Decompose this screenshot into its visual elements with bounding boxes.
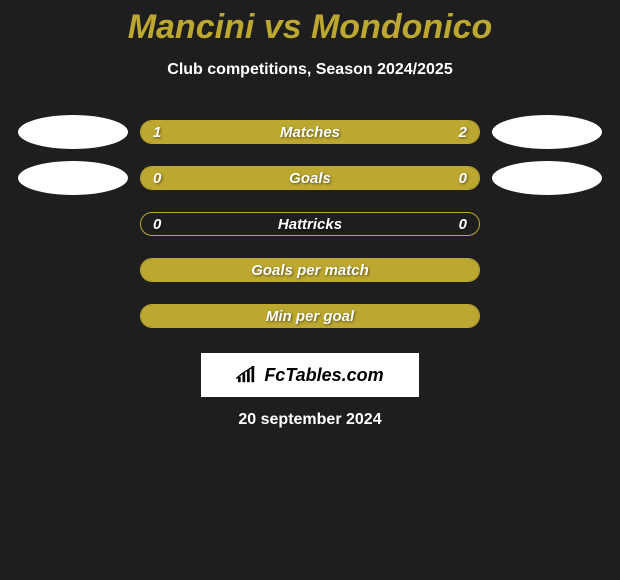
- stat-value-right: 0: [459, 170, 467, 187]
- stat-label: Goals per match: [251, 262, 369, 279]
- stat-value-left: 1: [153, 124, 161, 141]
- stat-value-right: 2: [459, 124, 467, 141]
- stat-value-right: 0: [459, 216, 467, 233]
- stat-row: 1 2 Matches: [0, 109, 620, 155]
- stat-row: Goals per match: [0, 247, 620, 293]
- player-badge-right: [492, 161, 602, 195]
- player-badge-left: [18, 115, 128, 149]
- subtitle: Club competitions, Season 2024/2025: [0, 61, 620, 79]
- stat-bar: 0 0 Goals: [140, 166, 480, 190]
- stat-bar: Goals per match: [140, 258, 480, 282]
- stats-area: 1 2 Matches 0 0 Goals 0 0 Hattricks Goals per mat…: [0, 109, 620, 339]
- player-badge-left: [18, 161, 128, 195]
- date-label: 20 september 2024: [0, 411, 620, 429]
- comparison-card: Mancini vs Mondonico Club competitions, …: [0, 0, 620, 429]
- stat-label: Hattricks: [278, 216, 342, 233]
- chart-icon: [236, 366, 258, 384]
- stat-value-left: 0: [153, 170, 161, 187]
- logo-text: FcTables.com: [264, 365, 383, 386]
- source-logo[interactable]: FcTables.com: [201, 353, 419, 397]
- stat-row: Min per goal: [0, 293, 620, 339]
- stat-bar: 1 2 Matches: [140, 120, 480, 144]
- stat-label: Goals: [289, 170, 331, 187]
- stat-bar: 0 0 Hattricks: [140, 212, 480, 236]
- stat-label: Matches: [280, 124, 340, 141]
- stat-label: Min per goal: [266, 308, 354, 325]
- player-badge-right: [492, 115, 602, 149]
- stat-bar: Min per goal: [140, 304, 480, 328]
- stat-value-left: 0: [153, 216, 161, 233]
- stat-row: 0 0 Goals: [0, 155, 620, 201]
- stat-row: 0 0 Hattricks: [0, 201, 620, 247]
- page-title: Mancini vs Mondonico: [0, 8, 620, 47]
